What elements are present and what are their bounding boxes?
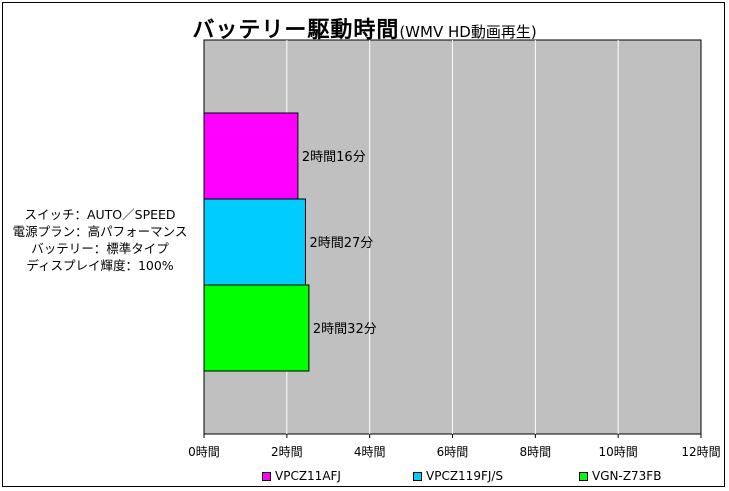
legend-swatch [262,471,271,481]
chart-title-main: バッテリー駆動時間 [192,18,400,43]
legend-item-vgn-z73fb: VGN-Z73FB [579,469,661,483]
legend-label: VPCZ11AFJ [275,469,341,483]
data-label: 2時間32分 [313,322,377,337]
x-tick-label: 8時間 [520,445,552,459]
category-label-line: スイッチ：AUTO／SPEED [24,207,176,222]
category-label-line: バッテリー：標準タイプ [31,241,169,256]
data-label: 2時間27分 [309,236,373,251]
x-tick-label: 10時間 [599,445,638,459]
data-label: 2時間16分 [302,150,366,165]
chart-title-sub: (WMV HD動画再生) [399,23,537,41]
legend-item-vpcz11afj: VPCZ11AFJ [262,469,341,483]
chart-title: バッテリー駆動時間(WMV HD動画再生) [0,12,729,44]
x-tick-label: 2時間 [271,445,303,459]
category-label: スイッチ：AUTO／SPEED 電源プラン：高パフォーマンス バッテリー：標準タ… [4,206,196,274]
legend-label: VPCZ119FJ/S [426,469,504,483]
legend-swatch [579,471,588,481]
category-label-line: 電源プラン：高パフォーマンス [12,224,188,239]
legend-swatch [413,471,422,481]
bar [203,284,310,372]
legend-item-vpcz119fjs: VPCZ119FJ/S [413,469,503,483]
category-label-line: ディスプレイ輝度：100% [26,258,174,273]
x-tick-label: 4時間 [354,445,386,459]
x-tick-label: 12時間 [681,445,720,459]
bar [203,112,299,200]
x-tick-label: 6時間 [437,445,469,459]
x-tick-label: 0時間 [188,445,220,459]
bar [203,198,306,286]
legend-label: VGN-Z73FB [592,469,662,483]
